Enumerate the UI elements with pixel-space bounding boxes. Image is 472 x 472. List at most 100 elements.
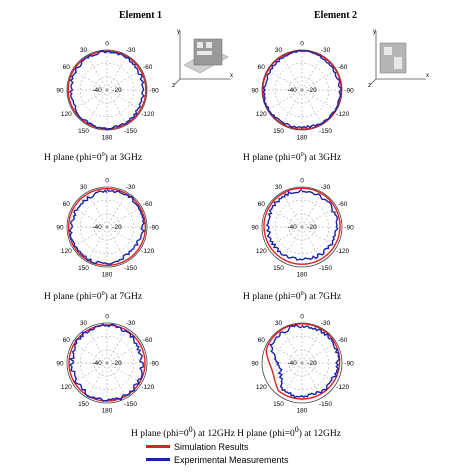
polar-angle-label: -90 bbox=[344, 361, 354, 368]
polar-angle-label: -30 bbox=[126, 320, 136, 327]
polar-svg: 0 30 60 90 120 150 180 -150 -120 -90 -60 -30 -40 -20 bbox=[251, 41, 354, 142]
polar-spoke bbox=[86, 328, 108, 364]
polar-angle-label: -120 bbox=[336, 248, 349, 255]
element1-geometry-drawing: y x z bbox=[172, 29, 233, 89]
polar-svg: 0 30 60 90 120 150 180 -150 -120 -90 -60 -30 -40 -20 bbox=[56, 41, 159, 142]
polar-angle-label: -90 bbox=[344, 88, 354, 95]
polar-spoke bbox=[72, 342, 108, 364]
polar-angle-label: 60 bbox=[63, 337, 71, 344]
polar-angle-label: 0 bbox=[105, 178, 109, 185]
polar-angle-label: 90 bbox=[56, 225, 64, 232]
polar-ring-label: -40 bbox=[287, 360, 297, 367]
polar-spoke bbox=[106, 69, 142, 91]
polar-angle-label: 0 bbox=[300, 41, 304, 48]
polar-plot-e1-3ghz: 0 30 60 90 120 150 180 -150 -120 -90 -60 -30 -40 -20 bbox=[52, 35, 162, 145]
element2-geometry-inset: y x z bbox=[368, 27, 430, 89]
polar-outer-ring bbox=[66, 186, 148, 268]
experimental-curve bbox=[68, 323, 145, 402]
element1-title: Element 1 bbox=[119, 10, 163, 21]
polar-ring-label: -20 bbox=[112, 224, 122, 231]
polar-ring-label: -20 bbox=[112, 360, 122, 367]
polar-spoke bbox=[72, 69, 108, 91]
polar-ring-label: -20 bbox=[307, 360, 317, 367]
polar-angle-label: 180 bbox=[102, 272, 113, 279]
polar-spoke bbox=[106, 362, 142, 384]
polar-spoke bbox=[267, 69, 303, 91]
polar-plot-e2-12ghz: 0 30 60 90 120 150 180 -150 -120 -90 -60 -30 -40 -20 bbox=[247, 308, 357, 418]
polar-spoke bbox=[72, 89, 108, 111]
polar-angle-label: -30 bbox=[126, 184, 136, 191]
polar-angle-label: 150 bbox=[78, 128, 89, 135]
polar-angle-label: -150 bbox=[124, 265, 137, 272]
experimental-curve bbox=[262, 49, 342, 129]
caption-12ghz: H plane (phi=00) at 12GHz H plane (phi=0… bbox=[131, 425, 341, 440]
simulation-curve bbox=[67, 187, 147, 267]
polar-angle-label: 60 bbox=[258, 337, 266, 344]
caption-e2-3ghz: H plane (phi=00) at 3GHz bbox=[243, 152, 342, 164]
polar-spoke bbox=[106, 328, 128, 364]
polar-angle-label: -150 bbox=[319, 128, 332, 135]
polar-grid-ring bbox=[79, 335, 135, 391]
polar-spoke bbox=[86, 89, 108, 125]
polar-angle-label: 180 bbox=[297, 408, 308, 415]
polar-angle-label: 120 bbox=[61, 384, 72, 391]
polar-angle-label: 30 bbox=[80, 47, 88, 54]
polar-spoke bbox=[106, 89, 142, 111]
experimental-curve bbox=[68, 188, 146, 265]
polar-spoke bbox=[106, 362, 128, 398]
polar-angle-label: -60 bbox=[338, 337, 348, 344]
polar-ring-label: -20 bbox=[307, 224, 317, 231]
polar-angle-label: -90 bbox=[149, 88, 159, 95]
polar-spoke bbox=[106, 192, 128, 228]
polar-spoke bbox=[301, 192, 323, 228]
polar-plot-e2-3ghz: 0 30 60 90 120 150 180 -150 -120 -90 -60 -30 -40 -20 bbox=[247, 35, 357, 145]
caption-e1-7ghz: H plane (phi=00) at 7GHz bbox=[44, 291, 143, 303]
polar-ring-label: -40 bbox=[287, 87, 297, 94]
polar-angle-label: -90 bbox=[149, 225, 159, 232]
polar-spoke bbox=[106, 226, 142, 248]
polar-spoke bbox=[301, 226, 323, 262]
polar-ring-label: -20 bbox=[307, 87, 317, 94]
polar-spoke bbox=[301, 89, 323, 125]
polar-spoke bbox=[301, 328, 323, 364]
polar-angle-label: 120 bbox=[61, 248, 72, 255]
polar-angle-label: -120 bbox=[141, 248, 154, 255]
polar-plot-e1-7ghz: 0 30 60 90 120 150 180 -150 -120 -90 -60 -30 -40 -20 bbox=[52, 172, 162, 282]
polar-spoke bbox=[281, 226, 303, 262]
polar-angle-label: 180 bbox=[102, 408, 113, 415]
polar-angle-label: 120 bbox=[256, 248, 267, 255]
polar-angle-label: 90 bbox=[251, 361, 259, 368]
polar-angle-label: -30 bbox=[126, 47, 136, 54]
polar-angle-label: -30 bbox=[321, 184, 331, 191]
polar-spoke bbox=[281, 89, 303, 125]
legend-simulation: Simulation Results bbox=[146, 440, 289, 453]
polar-ring-label: -40 bbox=[92, 360, 102, 367]
element1-geometry-inset: y x z bbox=[172, 27, 234, 89]
polar-spoke bbox=[86, 55, 108, 91]
polar-angle-label: 150 bbox=[78, 401, 89, 408]
polar-svg: 0 30 60 90 120 150 180 -150 -120 -90 -60 -30 -40 -20 bbox=[56, 178, 159, 279]
inset2-z-axis-label: z bbox=[368, 83, 371, 87]
polar-spoke bbox=[72, 206, 108, 228]
caption-e2-7ghz: H plane (phi=00) at 7GHz bbox=[243, 291, 342, 303]
polar-spoke bbox=[281, 192, 303, 228]
polar-outer-ring bbox=[261, 322, 343, 404]
legend-simulation-label: Simulation Results bbox=[174, 441, 249, 452]
polar-plot-e2-7ghz: 0 30 60 90 120 150 180 -150 -120 -90 -60 -30 -40 -20 bbox=[247, 172, 357, 282]
polar-angle-label: 0 bbox=[105, 41, 109, 48]
polar-spoke bbox=[86, 362, 108, 398]
polar-angle-label: 90 bbox=[56, 361, 64, 368]
inset2-x-axis-label: x bbox=[426, 73, 429, 79]
polar-spoke bbox=[106, 55, 128, 91]
polar-angle-label: -60 bbox=[143, 337, 153, 344]
experimental-curve bbox=[265, 188, 339, 261]
polar-angle-label: -60 bbox=[143, 64, 153, 71]
polar-angle-label: 0 bbox=[300, 178, 304, 185]
inset-z-axis-label: z bbox=[172, 83, 175, 87]
simulation-curve bbox=[263, 187, 341, 265]
polar-spoke bbox=[106, 89, 128, 125]
polar-ring-label: -40 bbox=[287, 224, 297, 231]
polar-spoke bbox=[281, 328, 303, 364]
polar-angle-label: 60 bbox=[258, 64, 266, 71]
polar-grid-ring bbox=[79, 62, 135, 118]
